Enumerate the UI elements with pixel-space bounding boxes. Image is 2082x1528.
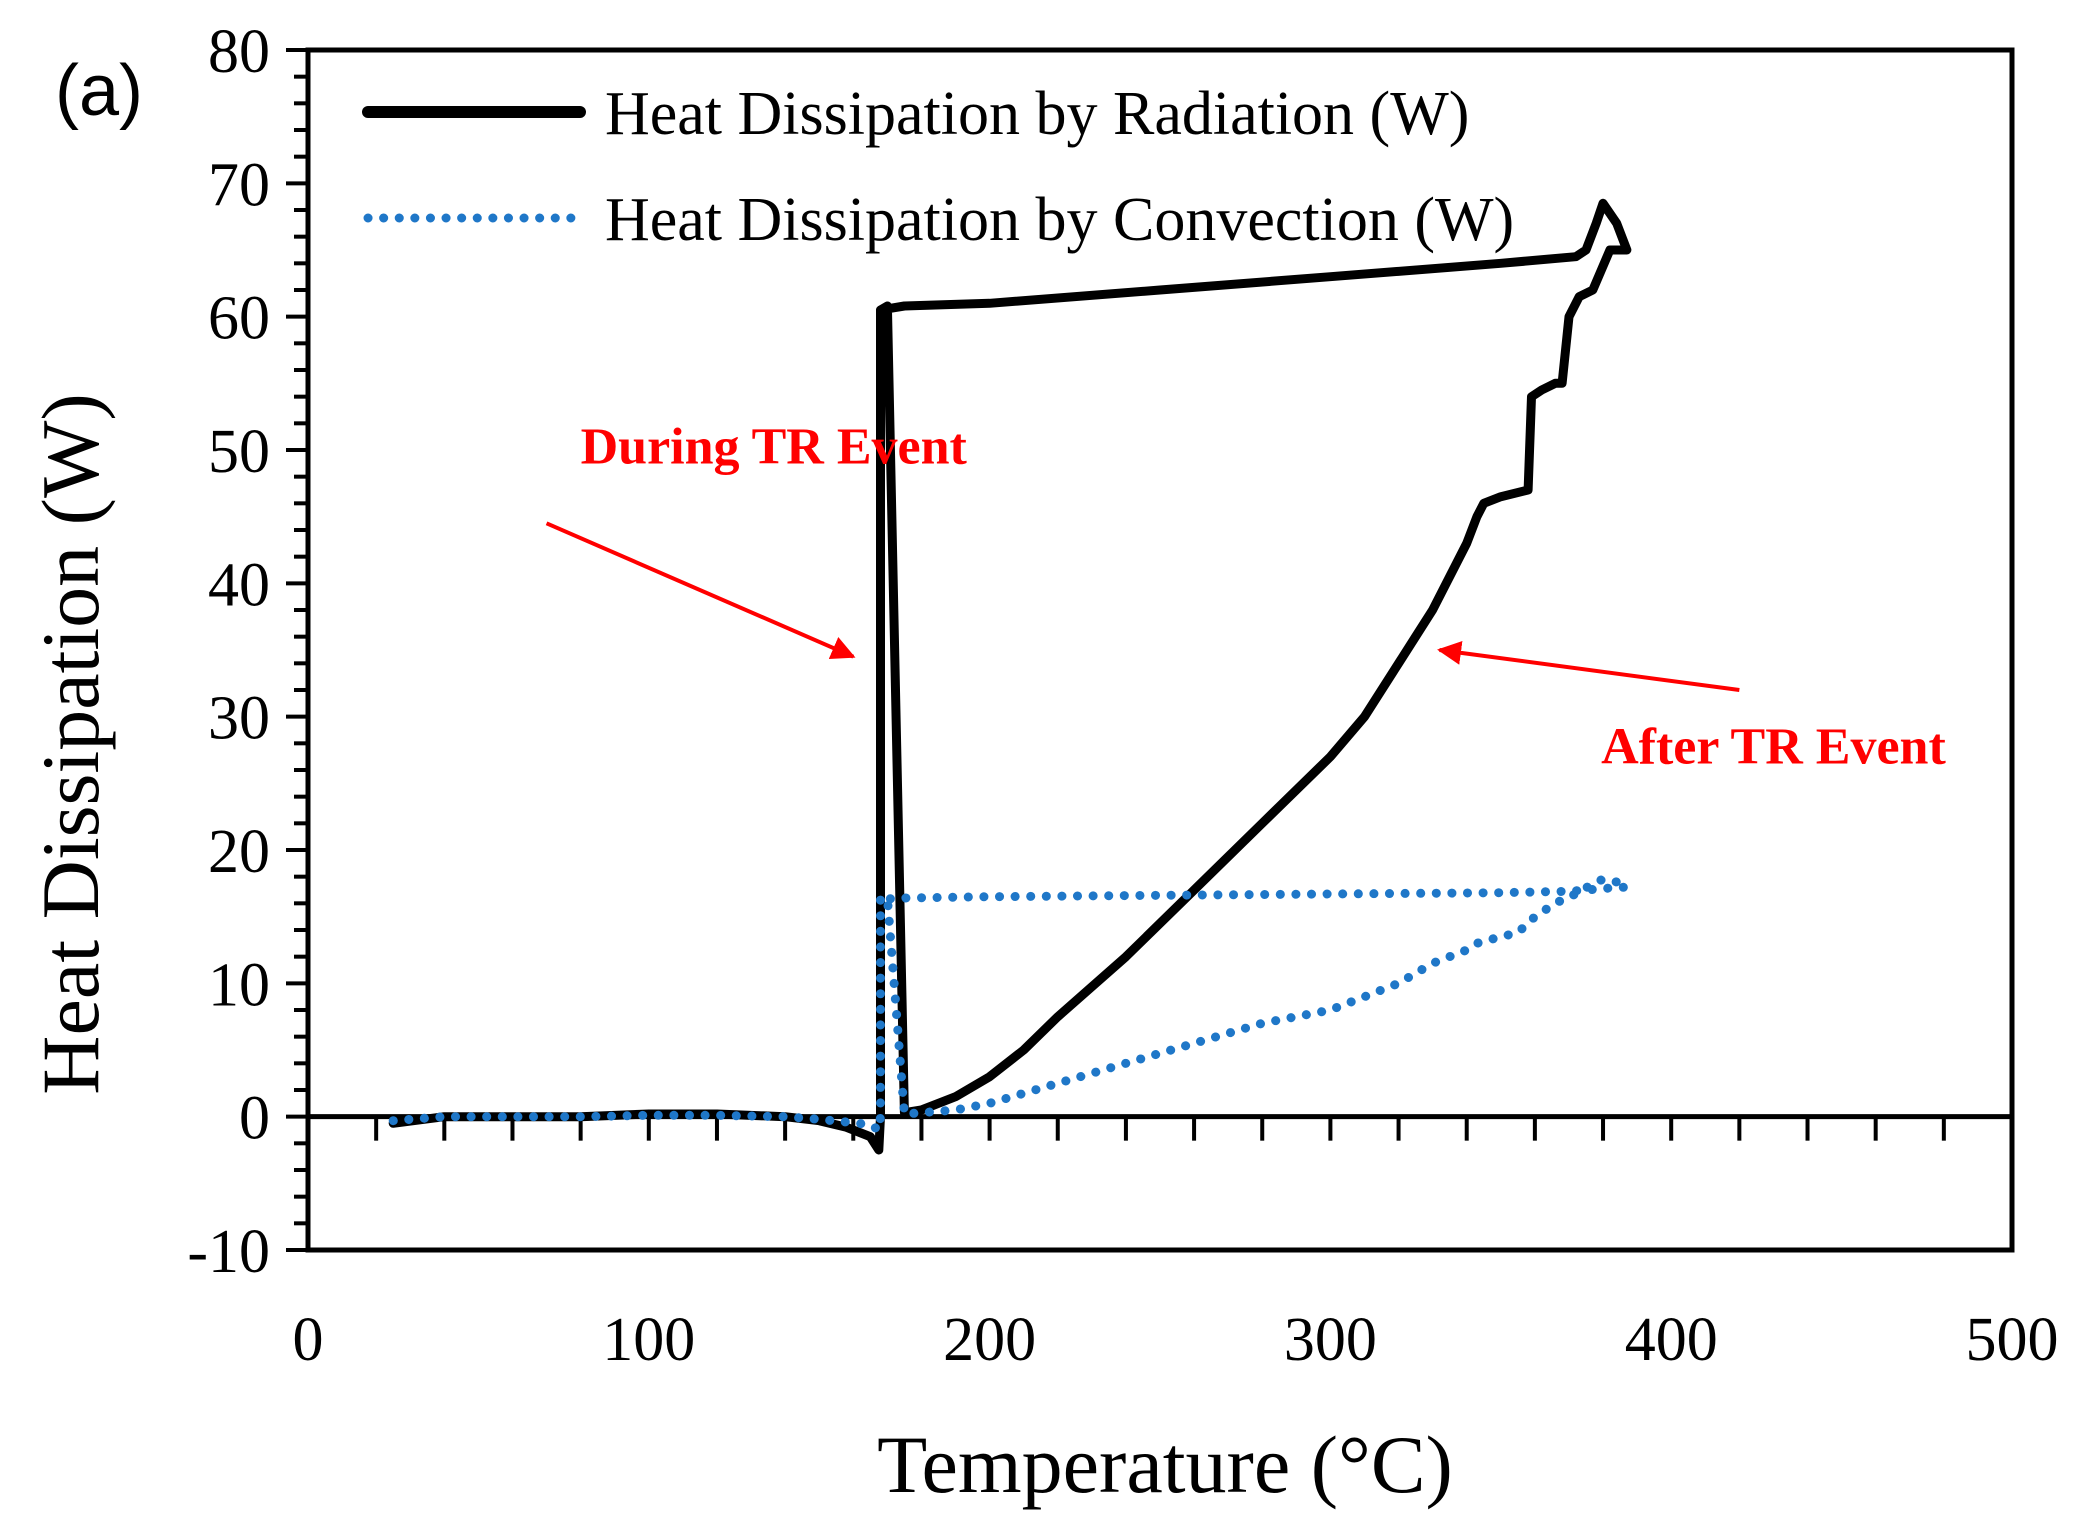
x-tick-label: 100 (602, 1306, 695, 1374)
annotation-after-tr: After TR Event (1601, 718, 1946, 775)
x-tick-label: 200 (943, 1306, 1036, 1374)
y-tick-label: 20 (208, 818, 270, 886)
y-tick-label: -10 (187, 1218, 270, 1286)
legend-radiation-label: Heat Dissipation by Radiation (W) (605, 80, 1469, 148)
legend-convection-label: Heat Dissipation by Convection (W) (605, 186, 1514, 254)
annotation-during-tr: During TR Event (581, 418, 968, 475)
y-axis-title: Heat Dissipation (W) (25, 393, 116, 1094)
y-tick-label: 10 (208, 951, 270, 1019)
y-tick-label: 60 (208, 285, 270, 353)
annotation-during-tr-arrow (545, 521, 856, 660)
y-tick-label: 0 (239, 1085, 270, 1153)
panel-label: (a) (55, 51, 143, 131)
x-axis-title: Temperature (°C) (877, 1419, 1453, 1510)
plot-frame (305, 47, 2015, 1253)
x-tick-label: 0 (293, 1306, 324, 1374)
x-tick-label: 400 (1625, 1306, 1718, 1374)
y-tick-label: 50 (208, 418, 270, 486)
plot-area: -10 0 10 20 30 40 50 60 70 80 0 100 200 300 400 500 Heat… (187, 18, 2058, 1374)
y-tick-label: 30 (208, 685, 270, 753)
x-tick-label: 300 (1284, 1306, 1377, 1374)
x-tick-label: 500 (1966, 1306, 2059, 1374)
series-radiation-line (388, 198, 1632, 1155)
y-tick-label: 80 (208, 18, 270, 86)
annotation-after-tr-arrow (1437, 640, 1740, 692)
series-convection-line (388, 874, 1632, 1135)
y-tick-label: 70 (208, 151, 270, 219)
y-tick-label: 40 (208, 551, 270, 619)
